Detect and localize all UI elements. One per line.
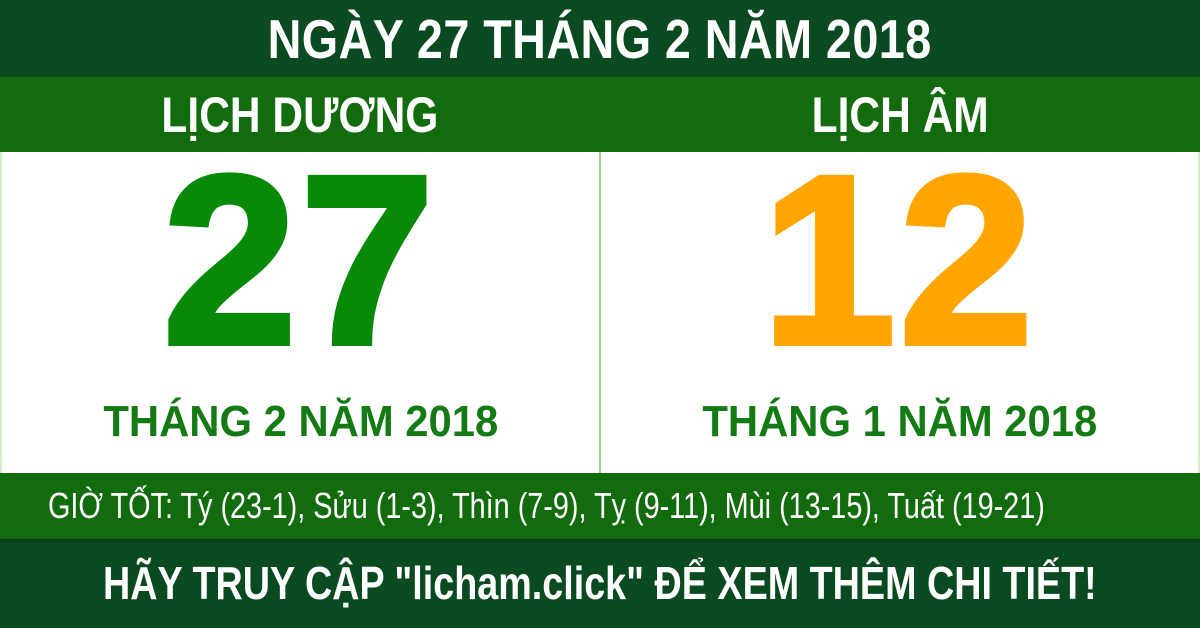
solar-day-number: 27 bbox=[160, 126, 438, 394]
solar-month-year-label: THÁNG 2 NĂM 2018 bbox=[103, 397, 498, 446]
good-hours-bar: GIỜ TỐT: Tý (23-1), Sửu (1-3), Thìn (7-9… bbox=[0, 473, 1200, 539]
calendar-panels: 27 THÁNG 2 NĂM 2018 12 THÁNG 1 NĂM 2018 bbox=[0, 137, 1200, 473]
page-title: NGÀY 27 THÁNG 2 NĂM 2018 bbox=[267, 8, 933, 70]
lunar-month-year-label: THÁNG 1 NĂM 2018 bbox=[702, 397, 1097, 446]
solar-panel: 27 THÁNG 2 NĂM 2018 bbox=[2, 137, 599, 473]
tab-lunar-label: LỊCH ÂM bbox=[811, 86, 989, 143]
lunar-panel: 12 THÁNG 1 NĂM 2018 bbox=[601, 137, 1198, 473]
calendar-type-bar: LỊCH DƯƠNG LỊCH ÂM bbox=[0, 77, 1200, 152]
tab-lunar-calendar[interactable]: LỊCH ÂM bbox=[600, 77, 1200, 152]
tab-solar-label: LỊCH DƯƠNG bbox=[161, 86, 439, 143]
cta-text: HÃY TRUY CẬP "licham.click" ĐỂ XEM THÊM … bbox=[103, 556, 1097, 609]
date-title-bar: NGÀY 27 THÁNG 2 NĂM 2018 bbox=[0, 0, 1200, 77]
lunar-day-number: 12 bbox=[759, 126, 1037, 394]
good-hours-text: GIỜ TỐT: Tý (23-1), Sửu (1-3), Thìn (7-9… bbox=[48, 485, 1045, 526]
footer-cta-bar: HÃY TRUY CẬP "licham.click" ĐỂ XEM THÊM … bbox=[0, 539, 1200, 628]
tab-solar-calendar[interactable]: LỊCH DƯƠNG bbox=[0, 77, 600, 152]
panel-divider bbox=[599, 152, 601, 473]
